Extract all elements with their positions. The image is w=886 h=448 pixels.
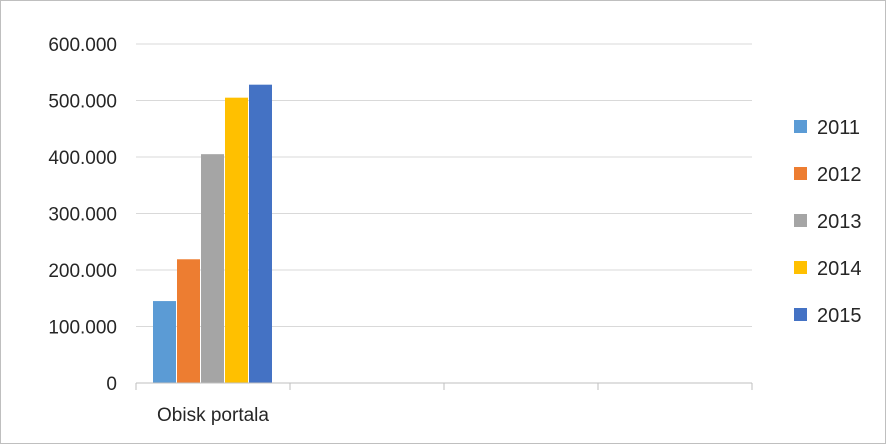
legend-swatch-2015: [794, 308, 807, 321]
legend-label-2012: 2012: [817, 164, 862, 186]
bars: [153, 84, 272, 384]
y-tick-label: 0: [106, 374, 117, 395]
y-tick-label: 400.000: [48, 148, 117, 169]
legend: 2011 2012 2013 2014 2015: [794, 117, 862, 327]
legend-label-2015: 2015: [817, 305, 862, 327]
x-axis-category-labels: Obisk portala: [157, 405, 269, 426]
y-tick-label: 500.000: [48, 92, 117, 113]
legend-swatch-2012: [794, 167, 807, 180]
x-axis: [135, 382, 753, 390]
y-tick-label: 300.000: [48, 205, 117, 226]
bar-2014: [225, 97, 248, 384]
x-category-label: Obisk portala: [157, 405, 269, 426]
legend-label-2014: 2014: [817, 258, 862, 280]
y-tick-label: 200.000: [48, 261, 117, 282]
y-tick-label: 600.000: [48, 35, 117, 56]
legend-label-2011: 2011: [817, 117, 860, 139]
bar-2015: [249, 84, 272, 384]
y-axis-tick-labels: 0 100.000 200.000 300.000 400.000 500.000 600.…: [48, 35, 117, 395]
legend-label-2013: 2013: [817, 211, 862, 233]
legend-swatch-2011: [794, 120, 807, 133]
legend-swatch-2013: [794, 214, 807, 227]
bar-2012: [177, 259, 200, 383]
bar-2013: [201, 154, 224, 383]
legend-swatch-2014: [794, 261, 807, 274]
bar-2011: [153, 301, 176, 383]
y-tick-label: 100.000: [48, 318, 117, 339]
